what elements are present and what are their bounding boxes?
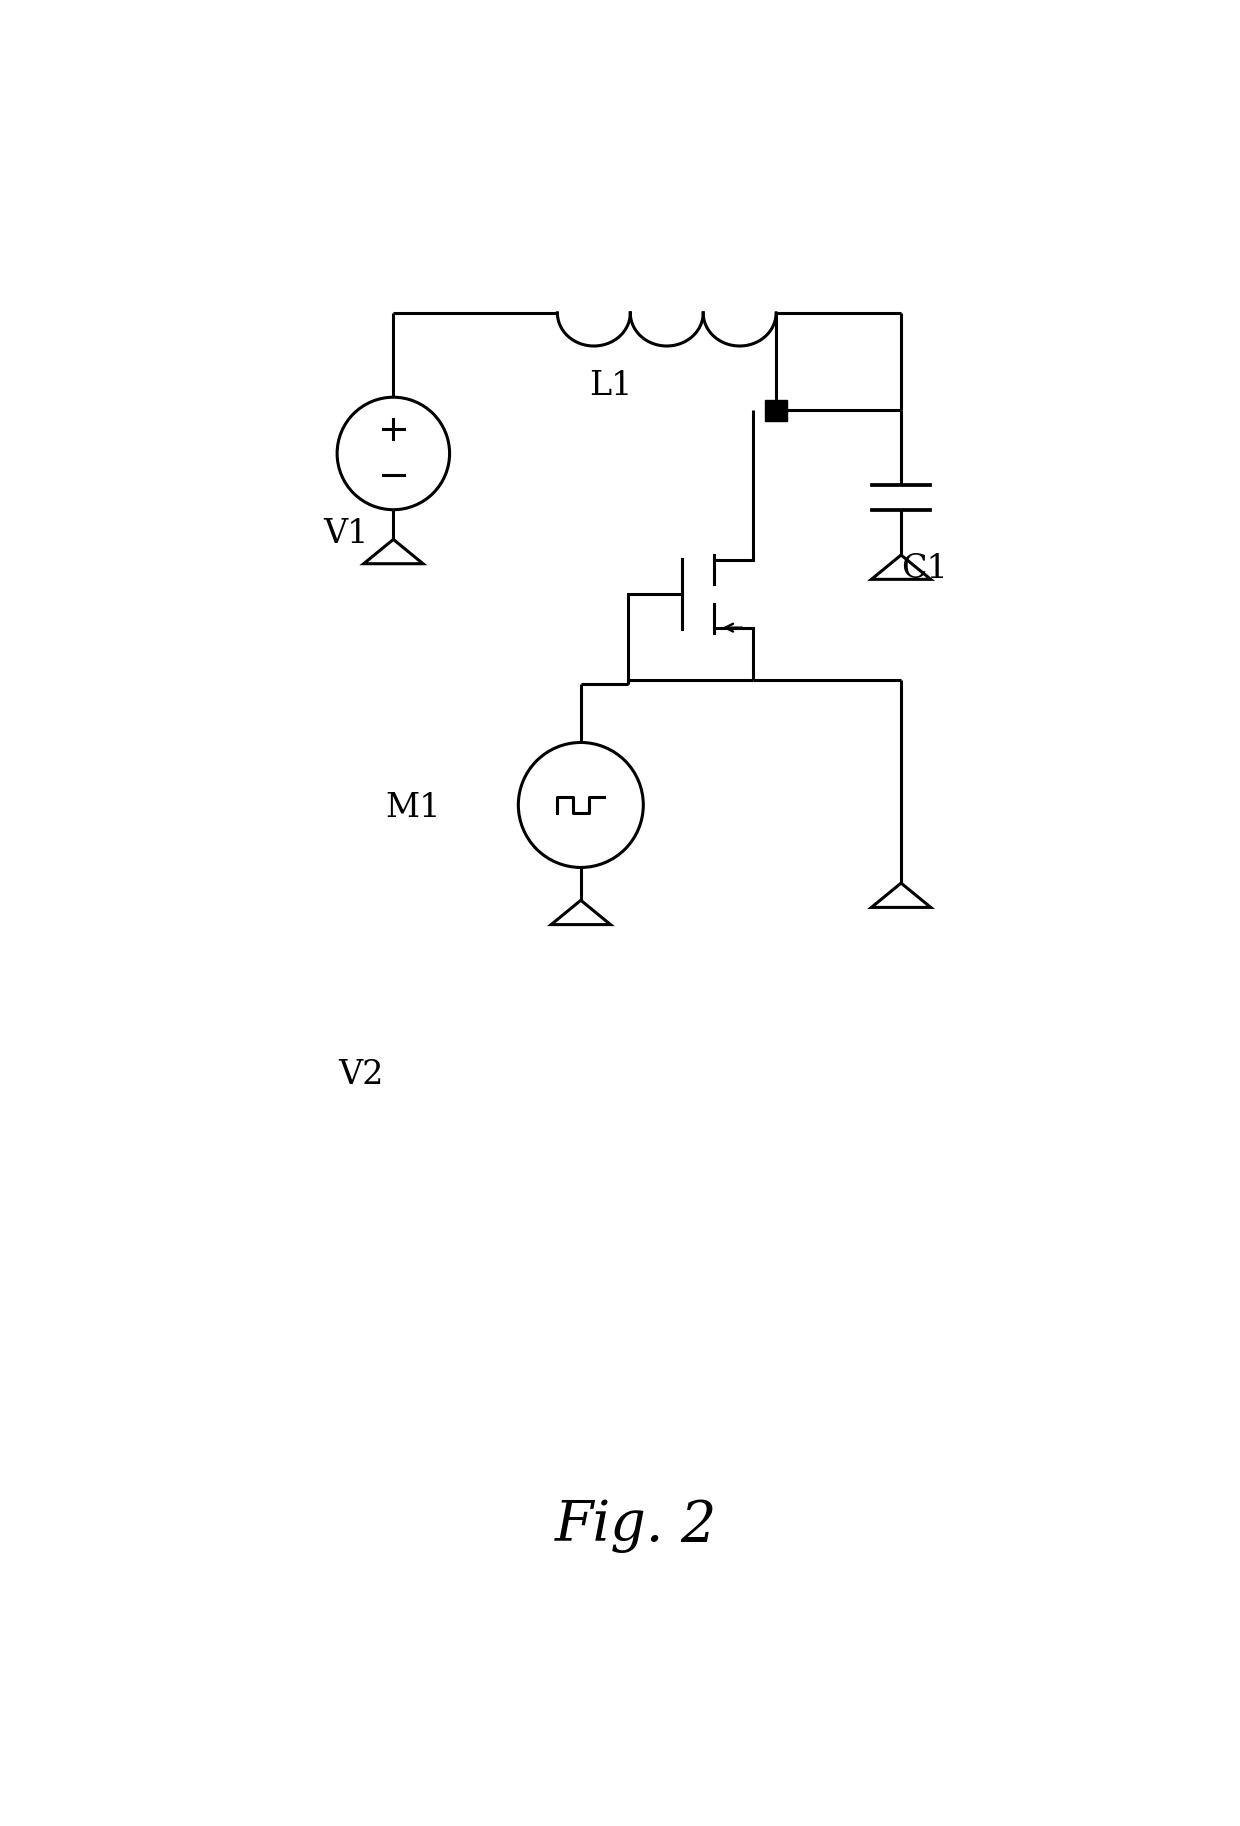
Text: V1: V1 [324, 517, 368, 550]
Text: C1: C1 [901, 553, 947, 584]
Text: V2: V2 [339, 1059, 384, 1090]
Polygon shape [765, 400, 787, 422]
Text: M1: M1 [386, 792, 441, 824]
Text: L1: L1 [589, 371, 632, 402]
Text: Fig. 2: Fig. 2 [554, 1497, 717, 1552]
